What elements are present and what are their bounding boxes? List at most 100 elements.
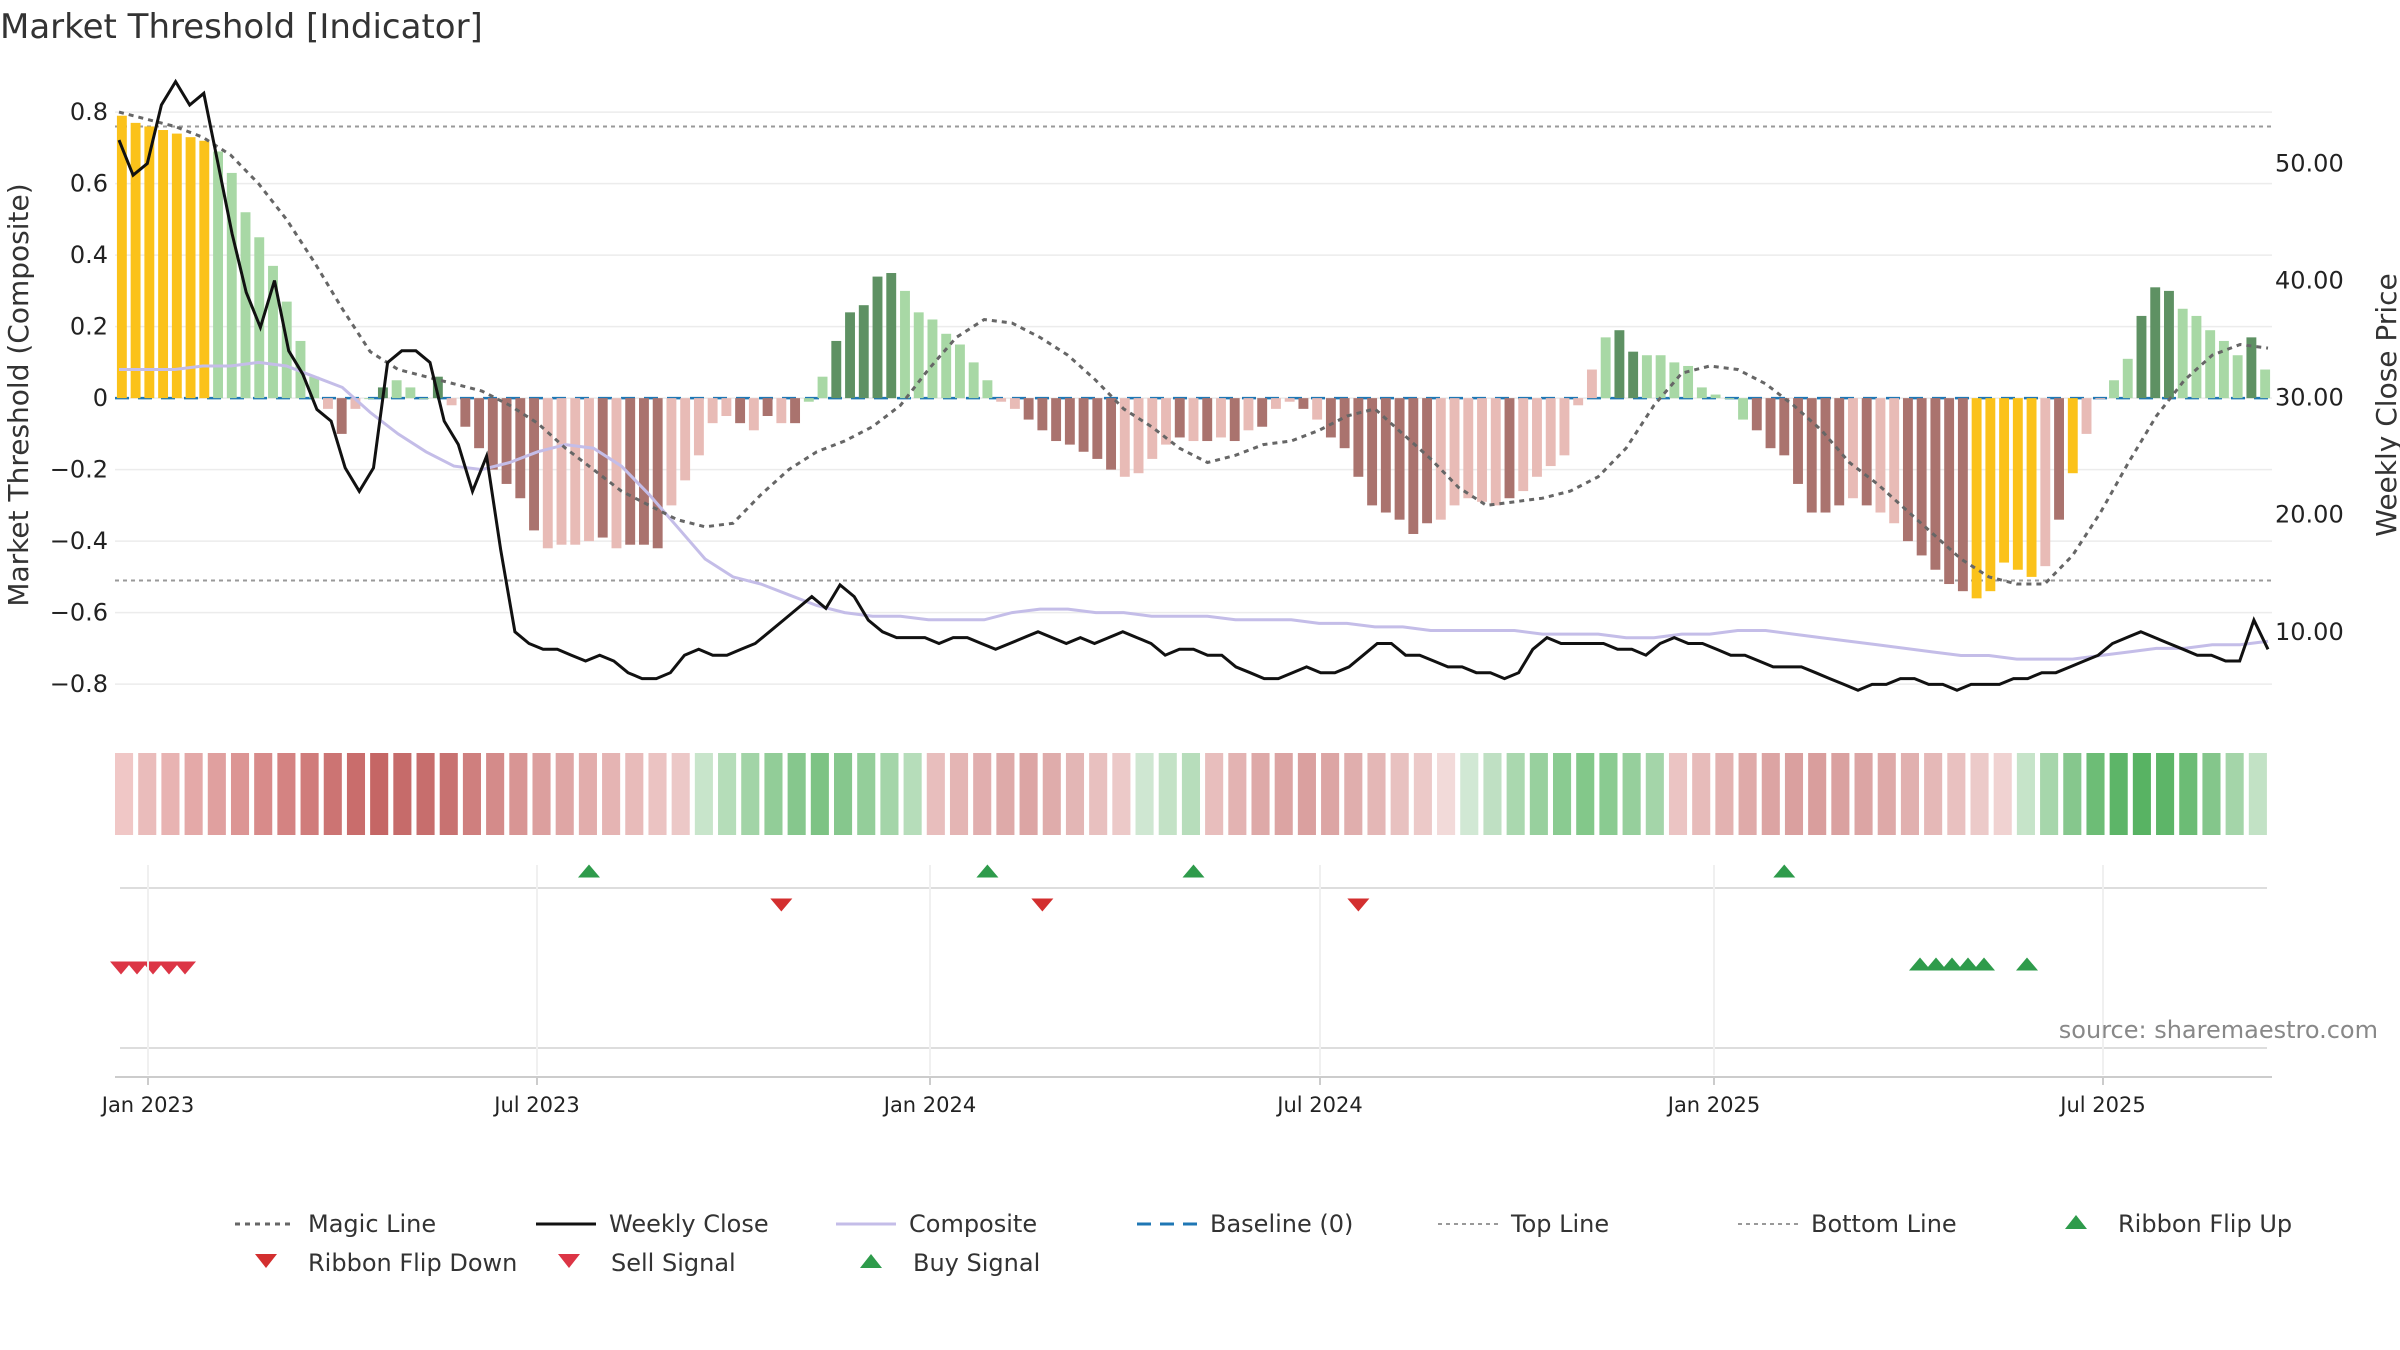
ribbon-cell bbox=[1251, 753, 1270, 835]
histogram-bar bbox=[872, 276, 883, 399]
histogram-bar bbox=[2040, 398, 2051, 567]
ribbon-cell bbox=[1784, 753, 1804, 835]
histogram-bar bbox=[364, 398, 375, 400]
histogram-bar bbox=[2246, 337, 2257, 399]
ribbon-cell bbox=[718, 753, 737, 835]
ribbon-cell bbox=[115, 753, 134, 835]
histogram-bar bbox=[474, 398, 485, 449]
histogram-bar bbox=[1600, 337, 1611, 399]
histogram-bar bbox=[1669, 362, 1680, 399]
weekly-close-line bbox=[117, 78, 2270, 692]
ribbon-cell bbox=[1297, 753, 1316, 835]
histogram-bar bbox=[858, 305, 869, 399]
histogram-bar bbox=[1944, 398, 1955, 585]
ribbon-flip-down-marker bbox=[1031, 898, 1054, 912]
histogram-bar bbox=[1119, 398, 1130, 477]
histogram-bar bbox=[1834, 398, 1845, 506]
y-tick-right: 20.00 bbox=[2275, 501, 2344, 529]
histogram-bar bbox=[1683, 365, 1694, 399]
histogram-bar bbox=[268, 265, 278, 399]
ribbon-cell bbox=[370, 753, 389, 835]
histogram-bar bbox=[1064, 398, 1075, 445]
ribbon-cell bbox=[1970, 753, 1989, 835]
histogram-bar bbox=[625, 398, 636, 545]
histogram-bar bbox=[1380, 398, 1391, 513]
ribbon-cell bbox=[346, 753, 366, 835]
histogram-bar bbox=[199, 140, 210, 399]
ribbon-cell bbox=[1529, 753, 1548, 835]
histogram-bar bbox=[432, 376, 443, 399]
histogram-bar bbox=[405, 387, 416, 399]
ribbon-cell bbox=[1924, 753, 1943, 835]
ribbon-cell bbox=[648, 753, 667, 835]
ribbon-strip bbox=[115, 753, 2267, 835]
histogram-bar bbox=[1009, 398, 1020, 409]
histogram-bar bbox=[1037, 398, 1048, 431]
histogram-bar bbox=[803, 398, 814, 402]
histogram-bar bbox=[2150, 287, 2161, 399]
histogram-bar bbox=[817, 376, 828, 399]
legend-label: Composite bbox=[909, 1210, 1037, 1238]
ribbon-cell bbox=[486, 753, 505, 835]
ribbon-cell bbox=[462, 753, 481, 835]
ribbon-cell bbox=[277, 753, 296, 835]
histogram-bar bbox=[2177, 308, 2188, 399]
histogram-bar bbox=[913, 312, 924, 399]
histogram-bar bbox=[1174, 398, 1185, 438]
histogram-bar bbox=[707, 398, 718, 424]
histogram-bar bbox=[1367, 398, 1378, 506]
histogram-bar bbox=[1243, 398, 1254, 431]
histogram-bar bbox=[762, 398, 773, 417]
y-axis-left-label: Market Threshold (Composite) bbox=[2, 183, 35, 606]
ribbon-cell bbox=[439, 753, 458, 835]
histogram-bar bbox=[1202, 398, 1213, 442]
ribbon-cell bbox=[323, 753, 342, 835]
histogram-bar bbox=[886, 273, 897, 399]
ribbon-cell bbox=[1761, 753, 1780, 835]
histogram-bar bbox=[1106, 398, 1117, 470]
legend-marker bbox=[558, 1254, 580, 1268]
ribbon-flip-up-marker bbox=[1182, 864, 1205, 878]
histogram-bar bbox=[281, 301, 292, 399]
histogram-bar bbox=[1641, 355, 1652, 399]
histogram-bar bbox=[1339, 398, 1350, 449]
histogram-bars bbox=[116, 115, 2271, 599]
y-axis-right: 50.00 40.00 30.00 20.00 10.00 bbox=[2275, 150, 2344, 646]
y-axis-left: 0.8 0.6 0.4 0.2 0 −0.2 −0.4 −0.6 −0.8 bbox=[50, 98, 108, 698]
ribbon-cell bbox=[1205, 753, 1224, 835]
histogram-bar bbox=[2164, 290, 2174, 399]
histogram-bar bbox=[776, 398, 787, 424]
ribbon-cell bbox=[1599, 753, 1618, 835]
ribbon-cell bbox=[555, 753, 574, 835]
line-series bbox=[117, 78, 2270, 692]
histogram-bar bbox=[1023, 398, 1034, 420]
histogram-bar bbox=[1628, 351, 1639, 399]
histogram-bar bbox=[240, 212, 251, 399]
ribbon-cell bbox=[1065, 753, 1085, 835]
histogram-bar bbox=[611, 398, 622, 549]
legend-label: Ribbon Flip Up bbox=[2118, 1210, 2292, 1238]
histogram-bar bbox=[1312, 398, 1323, 420]
histogram-bar bbox=[2095, 398, 2106, 400]
ribbon-cell bbox=[2132, 753, 2151, 835]
ribbon-cell bbox=[926, 753, 945, 835]
ribbon-cell bbox=[2248, 753, 2267, 835]
histogram-bar bbox=[1298, 398, 1309, 409]
histogram-bar bbox=[1463, 398, 1474, 499]
composite-line bbox=[119, 360, 2269, 661]
ribbon-cell bbox=[787, 753, 806, 835]
histogram-bar bbox=[790, 398, 801, 424]
histogram-bar bbox=[254, 237, 265, 399]
legend-label: Weekly Close bbox=[609, 1210, 769, 1238]
histogram-bar bbox=[515, 398, 526, 499]
ribbon-flip-up-marker bbox=[577, 864, 600, 878]
histogram-bar bbox=[529, 398, 539, 531]
histogram-bar bbox=[2067, 398, 2078, 474]
y-tick-right: 30.00 bbox=[2275, 384, 2344, 412]
legend: Magic Line Weekly Close Composite Baseline … bbox=[235, 1210, 2292, 1277]
ribbon-cell bbox=[532, 753, 551, 835]
x-tick-label: Jan 2024 bbox=[882, 1093, 977, 1117]
ribbon-cell bbox=[1808, 753, 1827, 835]
histogram-bar bbox=[1161, 398, 1171, 445]
histogram-bar bbox=[1353, 398, 1364, 477]
